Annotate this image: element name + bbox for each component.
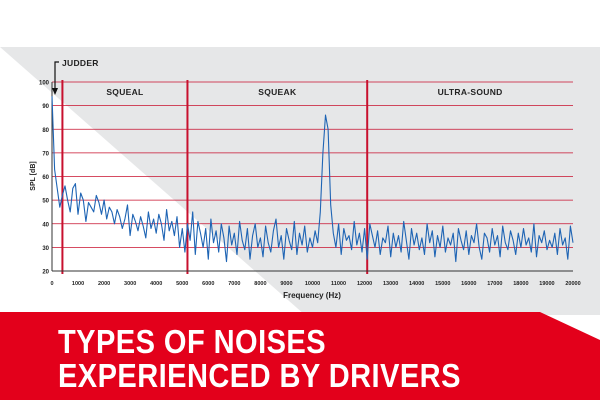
x-tick-labels: 0 1000 2000 3000 4000 5000 6000 7000 8000 9000 100… xyxy=(50,281,580,287)
y-tick-label-60: 60 xyxy=(42,175,49,181)
x-tick-label-1000: 1000 xyxy=(72,281,84,287)
x-tick-label-10000: 10000 xyxy=(305,281,320,287)
x-tick-label-18000: 18000 xyxy=(513,281,528,287)
x-tick-label-14000: 14000 xyxy=(409,281,424,287)
x-tick-label-9000: 9000 xyxy=(280,281,292,287)
x-tick-label-8000: 8000 xyxy=(254,281,266,287)
x-tick-label-3000: 3000 xyxy=(124,281,136,287)
y-tick-labels: 20 30 40 50 60 70 80 90 100 xyxy=(39,81,50,276)
x-tick-label-12000: 12000 xyxy=(357,281,372,287)
y-tick-label-20: 20 xyxy=(42,270,49,276)
region-label-squeak: SQUEAK xyxy=(258,87,297,97)
x-tick-label-6000: 6000 xyxy=(202,281,214,287)
banner-title-line1: TYPES OF NOISES xyxy=(58,323,327,360)
spl-series-line xyxy=(51,96,574,263)
y-tick-label-40: 40 xyxy=(42,222,49,228)
y-tick-label-100: 100 xyxy=(39,81,50,87)
x-axis-label: Frequency (Hz) xyxy=(283,291,341,300)
axes xyxy=(51,82,573,272)
region-boundaries xyxy=(61,80,369,274)
x-tick-label-20000: 20000 xyxy=(565,281,580,287)
x-tick-label-16000: 16000 xyxy=(461,281,476,287)
y-tick-label-30: 30 xyxy=(42,246,49,252)
x-tick-label-15000: 15000 xyxy=(435,281,450,287)
x-tick-label-7000: 7000 xyxy=(228,281,240,287)
x-tick-label-13000: 13000 xyxy=(383,281,398,287)
background-band xyxy=(0,47,600,315)
y-tick-label-50: 50 xyxy=(42,199,49,205)
y-tick-label-90: 90 xyxy=(42,104,49,110)
x-tick-label-4000: 4000 xyxy=(150,281,162,287)
region-label-judder: JUDDER xyxy=(62,58,99,68)
region-label-squeal: SQUEAL xyxy=(106,87,143,97)
y-tick-label-70: 70 xyxy=(42,151,49,157)
x-tick-label-2000: 2000 xyxy=(98,281,110,287)
y-axis-label: SPL [dB] xyxy=(30,161,37,190)
x-tick-label-0: 0 xyxy=(50,281,53,287)
x-tick-label-17000: 17000 xyxy=(487,281,502,287)
region-labels: JUDDER SQUEAL SQUEAK ULTRA-SOUND xyxy=(62,58,503,97)
x-tick-label-11000: 11000 xyxy=(331,281,346,287)
x-tick-label-19000: 19000 xyxy=(539,281,554,287)
x-tick-label-5000: 5000 xyxy=(176,281,188,287)
judder-arrow-icon xyxy=(52,61,59,95)
banner-title-line2: EXPERIENCED BY DRIVERS xyxy=(58,357,461,394)
y-tick-label-80: 80 xyxy=(42,128,49,134)
region-label-ultra-sound: ULTRA-SOUND xyxy=(438,87,503,97)
title-banner xyxy=(0,312,600,400)
